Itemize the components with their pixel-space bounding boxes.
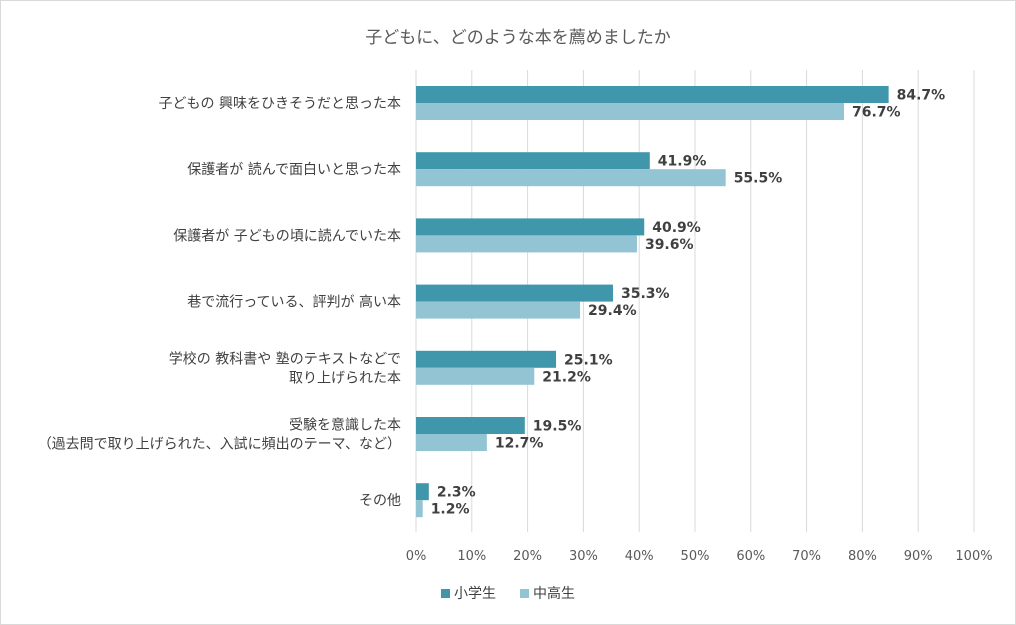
legend: 小学生 中高生 — [441, 585, 575, 602]
data-label: 40.9% — [652, 220, 701, 236]
data-label: 2.3% — [437, 485, 476, 501]
bar-elementary — [416, 417, 525, 434]
data-label: 25.1% — [564, 352, 613, 368]
bar-secondary — [416, 434, 487, 451]
x-tick-label: 30% — [569, 549, 598, 564]
category-label: 保護者が 子どもの頃に読んでいた本 — [173, 227, 401, 244]
data-label: 21.2% — [542, 369, 591, 385]
data-label: 19.5% — [533, 419, 582, 435]
category-label: 子どもの 興味をひきそうだと思った本 — [159, 96, 401, 112]
category-label: 保護者が 読んで面白いと思った本 — [187, 161, 401, 178]
x-tick-label: 90% — [904, 549, 933, 564]
bar-secondary — [416, 103, 844, 120]
bar-elementary — [416, 483, 429, 501]
gridlines — [415, 70, 975, 532]
legend-swatch — [520, 589, 529, 598]
category-label: 取り上げられた本 — [289, 370, 401, 386]
category-label: 受験を意識した本 — [289, 417, 401, 434]
value-labels: 84.7%76.7% 41.9% 55.5% 40.9%39.6% 35.3%29.4%… — [431, 88, 946, 518]
x-axis-ticks: 0% 10% 20% 30% 40% 50% 60% 70% 80% 90% 100% — [406, 549, 993, 564]
data-label: 84.7% — [897, 88, 946, 104]
bar-secondary — [416, 169, 726, 187]
legend-swatch — [441, 589, 450, 598]
x-tick-label: 100% — [955, 549, 992, 564]
bar-elementary — [416, 284, 613, 302]
data-label: 41.9% — [658, 154, 707, 170]
x-tick-label: 40% — [625, 549, 654, 564]
category-label: （過去問で取り上げられた、入試に頻出のテーマ、など） — [38, 437, 401, 453]
category-label: その他 — [359, 493, 401, 509]
x-tick-label: 80% — [848, 549, 877, 564]
data-label: 1.2% — [431, 502, 470, 518]
category-label: 巷で流行っている、評判が 高い本 — [187, 294, 401, 311]
x-tick-label: 70% — [792, 549, 821, 564]
bar-secondary — [416, 235, 637, 253]
data-label: 12.7% — [495, 436, 544, 452]
x-tick-label: 20% — [513, 549, 542, 564]
bar-elementary — [416, 218, 645, 236]
data-label: 35.3% — [621, 286, 670, 302]
bar-elementary — [416, 86, 889, 103]
bar-secondary — [416, 367, 535, 385]
x-tick-label: 0% — [406, 549, 427, 564]
bars — [416, 86, 889, 518]
x-tick-label: 60% — [736, 549, 765, 564]
bar-elementary — [416, 152, 650, 170]
legend-label: 小学生 — [454, 586, 496, 602]
category-label: 学校の 教科書や 塾のテキストなどで — [169, 350, 401, 367]
legend-label: 中高生 — [533, 585, 575, 602]
x-tick-label: 10% — [457, 549, 486, 564]
bar-elementary — [416, 350, 557, 368]
chart-title: 子どもに、どのような本を薦めましたか — [365, 28, 671, 48]
data-label: 55.5% — [734, 171, 783, 187]
x-tick-label: 50% — [681, 549, 710, 564]
bar-secondary — [416, 500, 423, 518]
data-label: 29.4% — [588, 303, 637, 319]
bar-secondary — [416, 301, 581, 319]
data-label: 76.7% — [852, 105, 901, 121]
data-label: 39.6% — [645, 237, 694, 253]
